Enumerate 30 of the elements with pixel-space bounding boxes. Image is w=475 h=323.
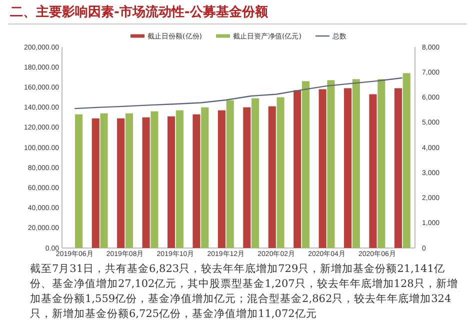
bar [369,94,377,248]
text: 截至7月31日，共有基金6,823只，较去年年底增加729只，新增加基金份额21,141亿份、基金净值增加27,102亿元，其中股票型基金1,207只，较去年年底增加128只，新增加基金份额1,559亿份，基金净值增加亿元；混合型基金2,862只，较去年年底增加324只，新增加基金份额6,725亿份，基金净值增加11,072亿元 [30,262,459,322]
bar [150,111,158,248]
bar [218,110,226,248]
bar [167,116,176,248]
bar [125,113,134,248]
bar [268,106,276,248]
bar [75,114,83,248]
line-series [74,77,403,110]
chart-title: 二、主要影响因素-市场流动性-公募基金份额 [10,4,269,20]
bar [201,107,209,248]
bar [142,117,150,248]
bar [226,100,234,248]
bar [394,88,402,248]
bar [302,81,310,248]
bar [402,73,410,248]
bar [117,118,125,248]
bar [344,88,352,248]
bar [176,110,184,248]
bar [318,89,326,248]
bar [92,118,100,248]
bar [192,114,200,248]
bar [276,97,284,248]
bar [378,79,386,248]
bar [252,98,260,248]
bar [327,80,335,248]
bar [100,113,108,248]
bar [243,107,251,248]
bar [352,79,360,248]
bar [294,90,302,248]
